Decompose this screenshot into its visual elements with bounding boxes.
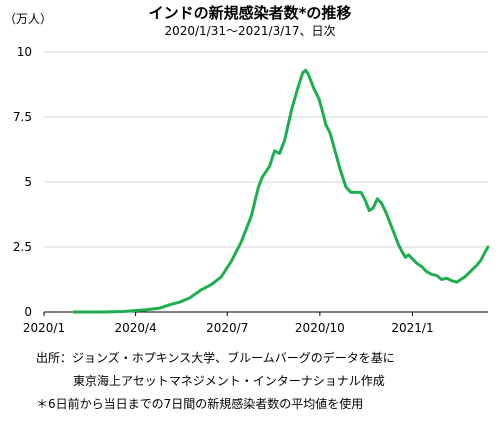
footnote: ＊6日前から当日までの7日間の新規感染者数の平均値を使用 [36,396,363,411]
source-note: 出所：ジョンズ・ホプキンス大学、ブルームバーグのデータを基に [36,350,395,365]
x-tick-label: 2020/10 [295,321,345,335]
y-tick-label: 7.5 [13,110,32,124]
chart-title: インドの新規感染者数*の推移 [149,4,352,22]
x-tick-label: 2020/7 [206,321,248,335]
y-tick-label: 0 [24,305,32,319]
y-tick-label: 2.5 [13,240,32,254]
y-axis-unit: （万人） [4,12,52,26]
series-line [72,68,490,314]
y-tick-label: 5 [24,175,32,189]
x-tick-label: 2021/1 [391,321,433,335]
x-axis-ticks: 2020/1 2020/4 2020/7 2020/10 2021/1 [23,312,434,335]
chart-subtitle: 2020/1/31～2021/3/17、日次 [164,24,335,38]
gridlines [44,51,488,248]
x-tick-label: 2020/4 [115,321,157,335]
source-note-continued: 東京海上アセットマネジメント・インターナショナル作成 [73,373,385,388]
x-tick-label: 2020/1 [23,321,65,335]
y-axis-ticks: 0 2.5 5 7.5 10 [13,45,32,319]
y-tick-label: 10 [17,45,32,59]
